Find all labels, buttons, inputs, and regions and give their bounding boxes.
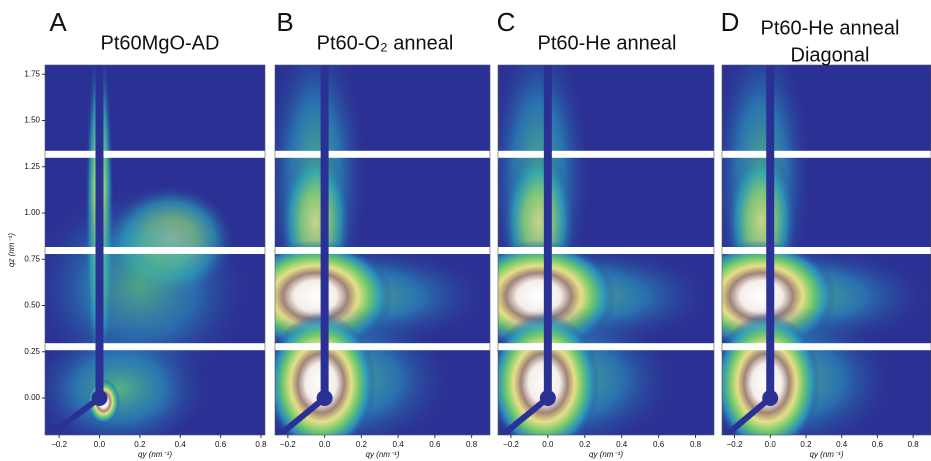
frame	[44, 64, 266, 436]
x-tick-label: 0.2	[356, 440, 368, 449]
detector-gap	[275, 247, 490, 254]
panel-title: Pt60-He anneal	[761, 17, 900, 39]
x-tick-label: 0.0	[542, 440, 554, 449]
frame	[721, 64, 931, 436]
detector-gap	[45, 343, 265, 351]
y-tick-label: 0.25	[24, 347, 40, 356]
beamstop-arm	[722, 395, 773, 435]
x-tick-label: 0.0	[765, 440, 777, 449]
y-tick-label: 0.00	[24, 393, 40, 402]
y-tick-label: 1.25	[24, 162, 40, 171]
x-tick-label: 0.4	[175, 440, 187, 449]
detector-gap	[45, 247, 265, 254]
detector-gap	[275, 150, 490, 158]
beamstop	[766, 65, 775, 398]
y-tick-label: 0.75	[24, 254, 40, 263]
y-axis-label: qz (nm⁻¹)	[7, 233, 16, 267]
panel-title: Diagonal	[791, 44, 870, 66]
detector-gap	[722, 247, 931, 254]
x-tick-label: 0.0	[319, 440, 331, 449]
x-tick-label: 0.2	[134, 440, 146, 449]
x-tick-label: 0.8	[908, 440, 920, 449]
y-tick-label: 1.50	[24, 116, 40, 125]
x-axis-label: qy (nm⁻¹)	[366, 450, 400, 459]
beamstop-disc	[762, 390, 779, 406]
beamstop-disc	[91, 390, 108, 406]
x-tick-label: 0.6	[653, 440, 665, 449]
x-tick-label: −0.2	[727, 440, 743, 449]
x-tick-label: 0.6	[872, 440, 884, 449]
x-tick-label: 0.0	[94, 440, 106, 449]
detector-gap	[498, 247, 714, 254]
x-tick-label: 0.6	[215, 440, 227, 449]
x-axis-label: qy (nm⁻¹)	[589, 450, 623, 459]
panel-title: Pt60MgO-AD	[101, 32, 220, 54]
x-tick-label: 0.4	[616, 440, 628, 449]
panel-title: Pt60-He anneal	[538, 32, 677, 54]
x-axis-label: qy (nm⁻¹)	[138, 450, 172, 459]
panel-title: Pt60-O₂ anneal	[317, 32, 454, 54]
beamstop	[543, 65, 552, 398]
x-tick-label: 0.6	[429, 440, 441, 449]
panel-letter: D	[721, 7, 740, 37]
panel-letter: B	[276, 7, 293, 37]
x-tick-label: 0.8	[255, 440, 267, 449]
y-tick-label: 0.50	[24, 301, 40, 310]
heatmap	[722, 65, 931, 435]
x-tick-label: 0.4	[836, 440, 848, 449]
panel-letter: A	[49, 7, 67, 37]
beamstop-arm	[498, 395, 550, 435]
heatmap	[275, 65, 490, 435]
heatmap	[45, 65, 265, 435]
x-tick-label: 0.2	[579, 440, 591, 449]
detector-gap	[45, 150, 265, 158]
x-tick-label: 0.4	[393, 440, 405, 449]
beamstop-disc	[539, 390, 556, 406]
beamstop-disc	[316, 390, 333, 406]
x-tick-label: 0.8	[466, 440, 478, 449]
y-tick-label: 1.00	[24, 208, 40, 217]
x-tick-label: 0.2	[800, 440, 812, 449]
detector-gap	[722, 343, 931, 351]
x-tick-label: −0.2	[51, 440, 67, 449]
y-tick-label: 1.75	[24, 69, 40, 78]
x-axis-label: qy (nm⁻¹)	[810, 450, 844, 459]
x-tick-label: 0.8	[690, 440, 702, 449]
detector-gap	[498, 343, 714, 351]
heatmap	[498, 65, 714, 435]
frame	[497, 64, 715, 436]
beamstop	[320, 65, 329, 398]
x-tick-label: −0.2	[503, 440, 519, 449]
detector-gap	[722, 150, 931, 158]
x-tick-label: −0.2	[280, 440, 296, 449]
beamstop-arm	[275, 395, 327, 435]
detector-gap	[498, 150, 714, 158]
detector-gap	[275, 343, 490, 351]
frame	[274, 64, 491, 436]
beamstop-arm	[45, 395, 102, 435]
beamstop	[95, 65, 104, 398]
panel-letter: C	[497, 7, 516, 37]
